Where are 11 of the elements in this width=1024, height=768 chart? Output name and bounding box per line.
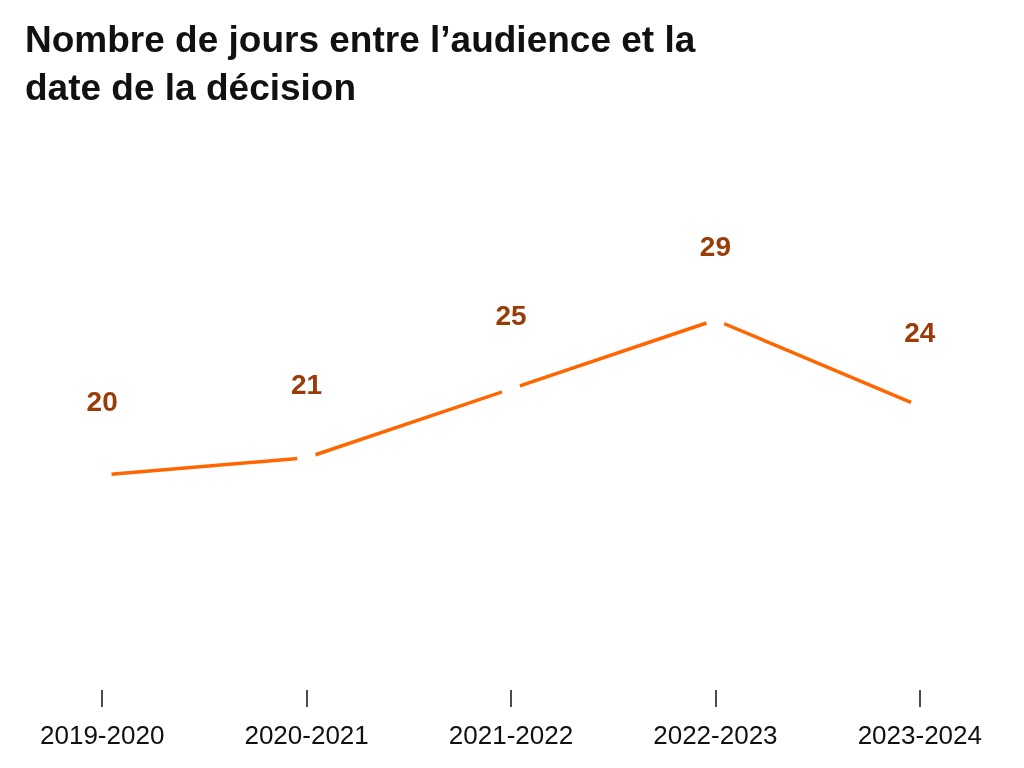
x-tick-label: 2019-2020 (40, 720, 165, 750)
x-tick-label: 2020-2021 (244, 720, 369, 750)
x-tick-label: 2023-2024 (857, 720, 982, 750)
data-label: 24 (904, 317, 936, 349)
data-label: 25 (495, 299, 527, 331)
chart-title: Nombre de jours entre l’audience et la date de la décision (25, 18, 706, 108)
x-tick-label: 2022-2023 (653, 720, 778, 750)
data-label: 21 (291, 368, 323, 400)
x-tick-label: 2021-2022 (448, 720, 574, 750)
data-label: 29 (699, 231, 731, 262)
data-label: 20 (86, 386, 118, 417)
